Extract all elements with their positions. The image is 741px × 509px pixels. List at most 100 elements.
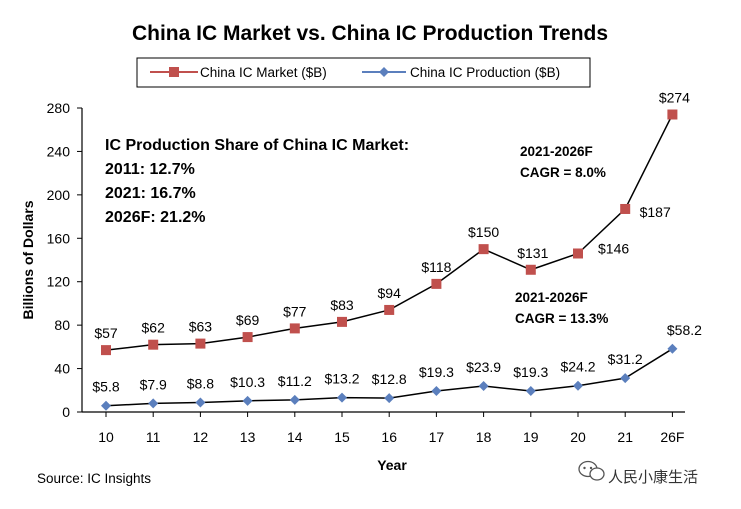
production-point: [667, 343, 678, 354]
market-data-label: $118: [421, 259, 451, 275]
market-data-label: $146: [598, 240, 629, 256]
production-data-label: $5.8: [92, 379, 119, 395]
y-ticks: 0 40 80 120 160 200 240 280: [47, 100, 82, 420]
market-data-label: $83: [330, 297, 354, 313]
market-point: [525, 264, 536, 275]
production-data-label: $12.8: [372, 371, 407, 387]
market-cagr-value: CAGR = 8.0%: [520, 165, 606, 180]
share-title: IC Production Share of China IC Market:: [105, 137, 409, 154]
market-point: [337, 316, 347, 327]
production-data-label: $7.9: [140, 376, 167, 392]
production-data-label: $19.3: [419, 364, 454, 380]
y-tick-label: 120: [47, 274, 71, 290]
production-cagr-value: CAGR = 13.3%: [515, 311, 608, 326]
legend-market-marker: [169, 67, 179, 77]
market-point: [620, 203, 631, 214]
source-note: Source: IC Insights: [37, 471, 151, 486]
y-tick-label: 0: [62, 404, 70, 420]
y-tick-label: 200: [47, 187, 71, 203]
production-point: [384, 393, 395, 404]
legend-production-label: China IC Production ($B): [410, 65, 560, 80]
legend: China IC Market ($B) China IC Production…: [136, 57, 591, 88]
wechat-icon: [578, 460, 605, 481]
x-tick-label: 21: [617, 429, 633, 445]
market-data-label: $63: [189, 319, 213, 335]
production-point: [148, 398, 159, 409]
production-point: [195, 397, 206, 408]
production-data-label: $58.2: [667, 322, 702, 338]
market-point: [667, 109, 678, 120]
x-tick-label: 15: [334, 429, 350, 445]
market-data-label: $150: [468, 224, 499, 240]
production-data-label: $8.8: [187, 375, 214, 391]
chart-title: China IC Market vs. China IC Production …: [132, 22, 608, 45]
production-point: [478, 381, 489, 392]
production-cagr-annotation: 2021-2026F CAGR = 13.3%: [515, 290, 608, 326]
production-data-label: $31.2: [608, 351, 643, 367]
legend-item-market: China IC Market ($B): [150, 65, 327, 80]
production-point: [337, 392, 347, 403]
y-tick-label: 280: [47, 100, 71, 116]
x-tick-label: 10: [98, 429, 114, 445]
production-point: [525, 386, 536, 397]
production-data-label: $24.2: [560, 359, 595, 375]
share-line-2021: 2021: 16.7%: [105, 185, 196, 202]
y-tick-label: 160: [47, 230, 71, 246]
x-tick-label: 13: [240, 429, 256, 445]
y-axis-title: Billions of Dollars: [20, 200, 36, 319]
production-data-label: $19.3: [513, 364, 548, 380]
market-point: [573, 248, 583, 259]
legend-item-production: China IC Production ($B): [362, 65, 560, 80]
production-point: [573, 380, 583, 391]
production-data-label: $11.2: [278, 373, 312, 389]
data-labels: $57 $62 $63 $69 $77 $83 $94 $118 $150 $131 $146 $18…: [92, 90, 702, 395]
market-cagr-annotation: 2021-2026F CAGR = 8.0%: [520, 144, 606, 180]
market-point: [478, 244, 489, 255]
watermark-text: 人民小康生活: [608, 469, 698, 486]
share-line-2011: 2011: 12.7%: [105, 161, 195, 178]
series-layer: [101, 109, 678, 411]
market-point: [384, 304, 395, 315]
production-data-label: $10.3: [230, 374, 265, 390]
market-data-label: $187: [640, 204, 671, 220]
market-data-label: $69: [236, 312, 260, 328]
x-axis-title: Year: [377, 457, 407, 473]
production-point: [289, 394, 300, 405]
x-tick-label: 26F: [660, 429, 684, 445]
x-tick-label: 20: [570, 429, 586, 445]
production-cagr-period: 2021-2026F: [515, 290, 588, 305]
x-tick-label: 14: [287, 429, 303, 445]
market-data-label: $57: [94, 325, 118, 341]
market-point: [195, 338, 206, 349]
y-tick-label: 240: [47, 143, 71, 159]
x-tick-label: 12: [193, 429, 209, 445]
market-point: [242, 332, 253, 343]
share-line-2026f: 2026F: 21.2%: [105, 209, 206, 226]
share-annotation: IC Production Share of China IC Market: …: [105, 137, 409, 226]
legend-production-marker: [379, 67, 389, 77]
market-point: [148, 339, 159, 350]
market-data-label: $77: [283, 303, 307, 319]
production-point: [620, 373, 631, 384]
y-tick-label: 40: [54, 361, 70, 377]
production-data-label: $23.9: [466, 359, 501, 375]
market-data-label: $274: [659, 90, 690, 106]
x-tick-label: 19: [523, 429, 539, 445]
x-tick-label: 17: [429, 429, 445, 445]
market-data-label: $94: [378, 285, 402, 301]
x-tick-label: 16: [381, 429, 397, 445]
production-point: [431, 386, 442, 397]
watermark: 人民小康生活: [578, 460, 698, 486]
y-tick-label: 80: [54, 317, 70, 333]
market-point: [101, 345, 111, 356]
x-tick-label: 18: [476, 429, 492, 445]
legend-market-label: China IC Market ($B): [200, 65, 327, 80]
x-tick-label: 11: [146, 429, 161, 445]
market-point: [431, 278, 442, 289]
market-cagr-period: 2021-2026F: [520, 144, 593, 159]
production-data-label: $13.2: [324, 371, 359, 387]
market-data-label: $62: [142, 320, 166, 336]
x-ticks: 10 11 12 13 14 15 16 17 18 19 20 21 26F: [98, 412, 684, 445]
production-point: [101, 400, 111, 411]
